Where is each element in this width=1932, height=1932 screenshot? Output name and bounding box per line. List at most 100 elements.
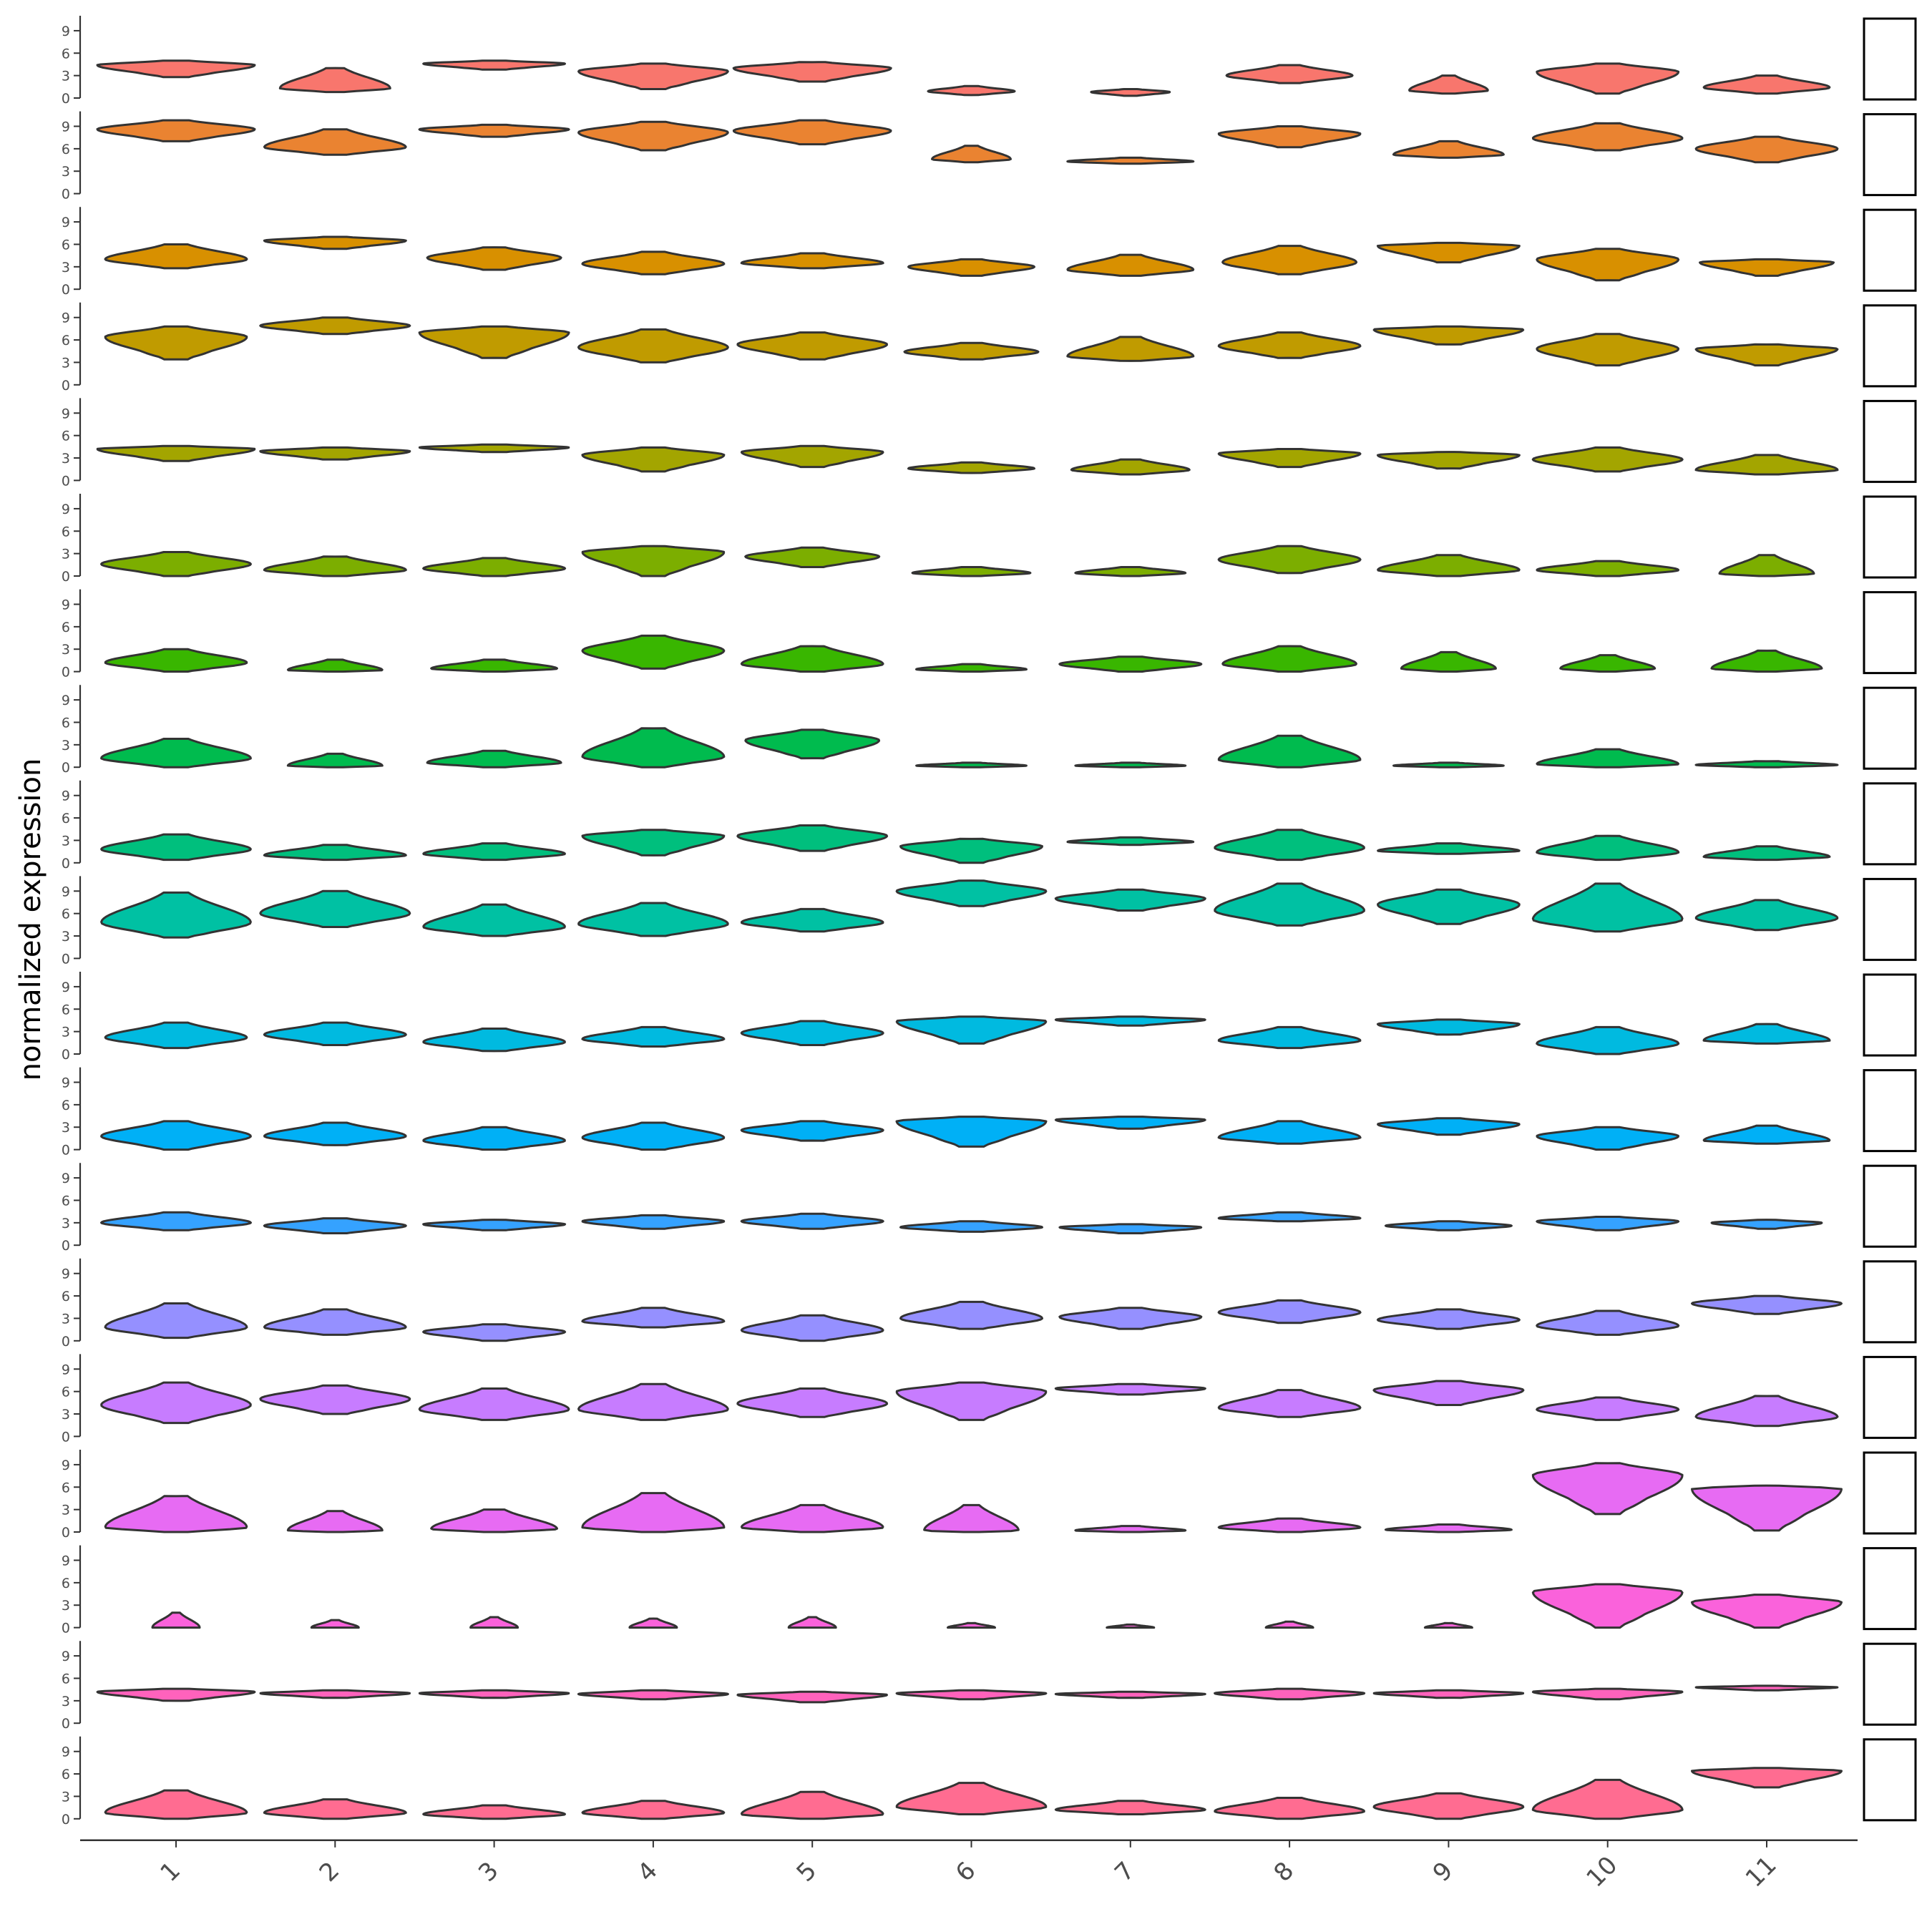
violin-Actb-7 [1058,1223,1203,1234]
violin-Atp6v1g3-1 [104,648,248,673]
violin-Umod-5 [736,1387,889,1418]
violin-Hbb-bs-3 [422,903,566,937]
violin-Cfd-4 [581,1492,726,1533]
strip-box [1863,1738,1917,1822]
y-tick-label: 6 [62,1289,70,1304]
y-tick-label: 6 [62,237,70,253]
violin-Ppp1r1a-1 [100,1120,252,1151]
y-tick-label: 0 [62,378,70,394]
violin-S100a6-4 [581,1800,726,1820]
gene-panel-7: 0369Atp6v1g3 [62,589,1917,680]
y-tick-label: 0 [62,91,70,107]
violin-Fau-11 [1694,1684,1839,1692]
gene-panel-18: 0369Fau [62,1641,1917,1732]
violin-Actb-8 [1217,1211,1362,1223]
x-axis: 1 2 3 4 5 6 7 8 9 10 11 [80,1839,1858,1893]
y-tick-label: 0 [62,1812,70,1828]
violin-Spink1-7 [1070,458,1191,476]
y-tick-label: 3 [62,164,70,180]
violin-Defb1-6 [899,837,1043,864]
violin-Car3-11 [1691,1594,1843,1629]
violin-Gpx3-9 [1392,140,1505,159]
violin-Napsa-1 [104,243,248,270]
violin-Spink1-1 [96,444,256,462]
y-tick-label: 3 [62,833,70,849]
violin-Slc12a1-3 [426,749,562,769]
violin-Napsa-7 [1066,253,1195,277]
violin-Atp6v1g3-8 [1221,645,1357,673]
x-tick-label-8: 8 [1269,1856,1300,1888]
violin-Atp6v1g3-11 [1710,649,1823,673]
violin-Fau-1 [96,1687,256,1702]
y-tick-label: 9 [62,693,70,708]
y-tick-label: 9 [62,1362,70,1377]
violin-Clcnkb-9 [1377,554,1521,577]
violin-Hbb-bs-6 [895,879,1048,907]
violin-S100a6-2 [263,1798,407,1820]
violin-Fau-6 [895,1689,1048,1701]
violin-Kap-4 [577,328,729,364]
violin-Atp6v1g3-6 [915,663,1028,673]
violin-Actb-2 [263,1217,407,1234]
y-tick-label: 3 [62,1216,70,1231]
y-tick-label: 3 [62,69,70,84]
violin-S100a6-3 [422,1804,566,1820]
violin-Napsa-3 [426,246,562,271]
y-tick-label: 6 [62,524,70,540]
violin-Gpx3-8 [1217,125,1362,149]
y-tick-label: 9 [62,1649,70,1664]
y-tick-label: 6 [62,811,70,826]
violin-Defb1-8 [1214,829,1365,862]
y-tick-label: 9 [62,1171,70,1186]
violin-Tmsb4x-10 [1536,1309,1680,1336]
y-tick-label: 0 [62,665,70,680]
violin-Ppp1r1a-3 [422,1126,566,1151]
x-tick-label-2: 2 [314,1856,346,1888]
gene-panel-1: 0369lc34a [62,16,1917,107]
strip-box [1863,1547,1917,1631]
y-tick-label: 3 [62,738,70,753]
violin-S100a6-11 [1691,1767,1843,1789]
violin-Napsa-8 [1221,245,1358,275]
violin-Umod-9 [1372,1380,1525,1406]
violin-Gpx3-5 [732,119,892,146]
y-tick-label: 6 [62,1480,70,1496]
strip-box [1863,1642,1917,1726]
strip-box [1863,208,1917,292]
violin-Umod-8 [1217,1389,1362,1418]
violin-Actb-5 [740,1212,884,1230]
violin-Fau-9 [1372,1689,1525,1699]
violin-Gpx3-6 [931,145,1012,164]
violin-Cfd-9 [1384,1523,1513,1533]
violin-Wfdc15b-3 [422,1027,566,1053]
y-tick-label: 6 [62,1671,70,1687]
violin-panels: 0369lc34a0369Gpx30369Napsa0369Kap0369Spi… [62,16,1917,1828]
violin-Atp6v1g3-9 [1400,650,1497,673]
y-tick-label: 6 [62,1098,70,1113]
strip-box [1863,973,1917,1057]
gene-panel-13: 0369Actb [62,1163,1917,1254]
violin-Tmsb4x-7 [1058,1307,1203,1330]
violin-S100a6-5 [740,1790,884,1820]
gene-panel-4: 0369Kap [62,302,1917,394]
y-axis-title: normalized expression [14,758,47,1081]
violin-Spink1-10 [1531,446,1684,473]
violin-Tmsb4x-6 [899,1300,1043,1330]
x-tick-label-3: 3 [473,1856,504,1888]
violin-Cfd-10 [1531,1462,1684,1516]
violin-Tmsb4x-1 [104,1302,248,1340]
strip-box [1863,1069,1917,1153]
y-tick-label: 3 [62,1789,70,1805]
violin-Atp6v1g3-3 [430,658,558,673]
y-tick-label: 9 [62,406,70,421]
violin-Clcnkb-7 [1074,565,1187,577]
y-tick-label: 0 [62,473,70,489]
y-tick-label: 0 [62,1047,70,1063]
y-tick-label: 3 [62,1503,70,1518]
violin-Spink1-3 [418,443,570,454]
violin-Umod-6 [895,1381,1048,1421]
violin-lc34a-4 [577,62,729,90]
violin-Umod-2 [259,1384,411,1415]
violin-Defb1-1 [100,833,252,862]
